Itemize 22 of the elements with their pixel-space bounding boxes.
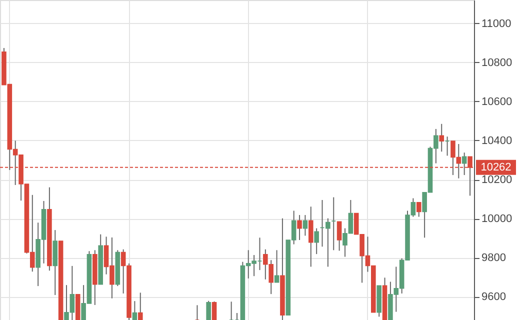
ref-line-label: 10262: [480, 161, 512, 174]
y-tick-label: 10400: [482, 134, 512, 147]
candlestick: [206, 300, 211, 320]
candlestick: [138, 292, 143, 320]
y-tick-label: 10000: [482, 213, 512, 226]
candlestick: [212, 300, 217, 320]
candlestick: [462, 152, 467, 176]
candlestick: [302, 214, 308, 236]
candlestick: [274, 250, 280, 283]
y-tick-label: 10600: [482, 96, 512, 108]
y-tick-label: 10800: [482, 56, 512, 69]
y-tick-label: 9800: [482, 252, 506, 264]
candlestick: [314, 228, 319, 255]
candlestick: [308, 206, 314, 268]
y-tick-label: 9600: [482, 291, 506, 304]
candlestick: [297, 214, 302, 240]
y-tick-label: 10200: [482, 174, 512, 186]
y-tick-label: 11000: [482, 18, 512, 30]
candlestick: [416, 202, 422, 218]
candlestick: [336, 221, 342, 252]
candlestick: [132, 300, 138, 320]
candlestick: [439, 123, 444, 152]
